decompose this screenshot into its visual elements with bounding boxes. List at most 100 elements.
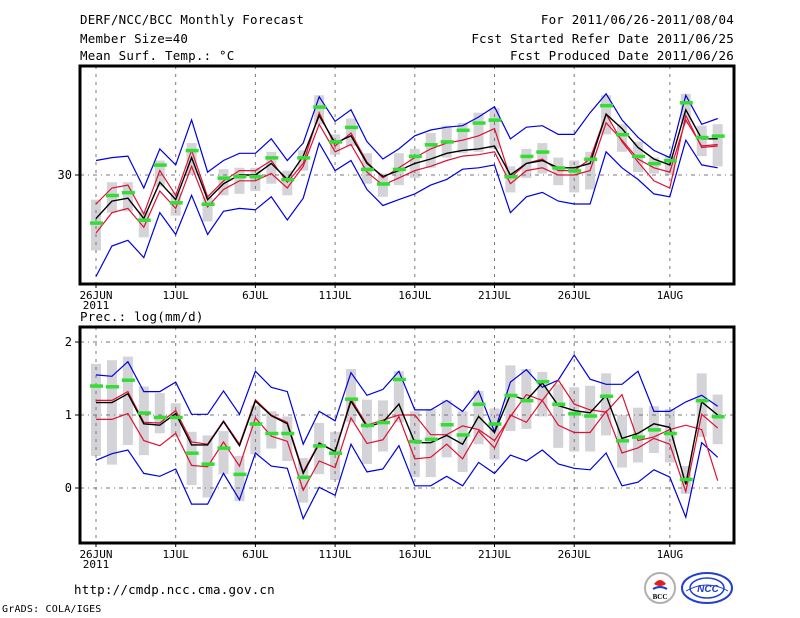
observed-marker (233, 472, 247, 477)
series-max-line (95, 92, 718, 190)
observed-marker (408, 154, 422, 159)
observed-marker (711, 134, 725, 138)
ncc-logo-text: NCC (697, 584, 719, 595)
ensemble-range-box (186, 431, 197, 486)
x-tick-label: 16JUL (398, 289, 431, 302)
observed-marker (185, 451, 199, 455)
observed-marker (631, 435, 645, 439)
observed-marker (345, 125, 359, 130)
observed-marker (472, 121, 486, 125)
x-tick-label: 1AUG (657, 548, 684, 561)
temperature-panel: 30 26JUN 1JUL 6JUL 11JUL 16JUL 21JUL 26JUL 1AUG 2… (58, 64, 736, 312)
observed-marker (647, 161, 661, 166)
observed-marker (329, 451, 343, 455)
observed-marker (360, 167, 374, 172)
observed-marker (440, 140, 454, 144)
observed-marker (679, 477, 693, 482)
ensemble-range-box (696, 125, 707, 157)
observed-marker (360, 423, 374, 428)
ensemble-range-box (154, 393, 165, 434)
ensemble-range-box (393, 371, 404, 423)
observed-marker (121, 378, 135, 382)
source-url[interactable]: http://cmdp.ncc.cma.gov.cn (74, 582, 275, 597)
x-tick-label: 26JUN (79, 548, 112, 561)
ensemble-range-box (664, 409, 675, 463)
x-tick-label: 11JUL (319, 548, 352, 561)
x-tick-label: 21JUL (478, 548, 511, 561)
ensemble-range-box (314, 423, 325, 475)
observed-marker (265, 156, 279, 160)
ensemble-range-box (473, 112, 484, 152)
observed-marker (281, 177, 295, 182)
observed-marker (297, 475, 311, 480)
observed-marker (185, 148, 199, 153)
y-tick-label: 0 (65, 481, 72, 495)
observed-marker (711, 414, 725, 419)
ensemble-range-box (298, 458, 309, 503)
ensemble-range-box (553, 384, 564, 448)
observed-marker (424, 143, 438, 147)
observed-marker (249, 174, 263, 179)
ensemble-range-box (505, 166, 516, 193)
x-tick-label: 26JUL (558, 548, 591, 561)
observed-marker (472, 402, 486, 407)
observed-marker (647, 428, 661, 432)
chart-title: DERF/NCC/BCC Monthly Forecast (80, 12, 305, 27)
x-tick-label: 21JUL (478, 289, 511, 302)
ensemble-range-box (409, 411, 420, 478)
bcc-logo: BCC (644, 572, 676, 604)
ensemble-range-box (106, 360, 117, 465)
observed-marker (616, 132, 630, 137)
member-size-label: Member Size=40 (80, 31, 189, 46)
observed-marker (169, 201, 183, 205)
observed-marker (169, 415, 183, 420)
x-tick-label: 1JUL (162, 548, 189, 561)
observed-marker (424, 437, 438, 442)
observed-marker (456, 128, 470, 133)
observed-marker (313, 444, 327, 448)
observed-marker (456, 433, 470, 437)
series-lower-quartile-line (96, 399, 719, 494)
ncc-logo-icon: NCC (681, 572, 733, 604)
ensemble-range-box (346, 369, 357, 423)
ensemble-range-box (361, 399, 372, 464)
observed-marker (249, 422, 263, 426)
ensemble-range-box (617, 124, 628, 152)
observed-marker (695, 135, 709, 140)
series-lower-quartile-line (95, 118, 718, 234)
ensemble-range-box (154, 160, 165, 187)
observed-marker (105, 385, 119, 389)
grads-credit: GrADS: COLA/IGES (2, 604, 102, 615)
bottom-panel-title: Prec.: log(mm/d) (80, 309, 204, 324)
observed-marker (568, 412, 582, 416)
ensemble-range-box (457, 411, 468, 472)
ensemble-range-box (266, 151, 277, 184)
ensemble-range-box (266, 411, 277, 449)
x-tick-label: 6JUL (242, 289, 269, 302)
ensemble-range-box (457, 122, 468, 154)
observed-marker (265, 431, 279, 436)
observed-marker (520, 154, 534, 159)
y-tick-label: 1 (65, 408, 72, 422)
ensemble-range-box (425, 132, 436, 168)
observed-marker (584, 414, 598, 418)
precipitation-panel: 0 1 2 26JUN 1JUL 6JUL 11JUL 16JUL 21JUL 26JUL 1AUG… (65, 325, 736, 571)
observed-marker (201, 462, 215, 466)
ensemble-range-box (282, 416, 293, 461)
series-min-line (95, 441, 719, 521)
observed-marker (679, 101, 693, 105)
observed-marker (313, 105, 327, 109)
ensemble-range-box (138, 211, 149, 238)
ensemble-range-box (585, 385, 596, 452)
observed-marker (695, 398, 709, 403)
x-tick-label: 11JUL (319, 289, 352, 302)
observed-marker (504, 393, 518, 398)
observed-marker (153, 163, 167, 167)
observed-marker (137, 411, 151, 415)
ensemble-range-box (330, 134, 341, 155)
ensemble-range-box (122, 356, 133, 445)
observed-marker (233, 174, 247, 179)
plot-frame (78, 325, 736, 545)
bcc-logo-text: BCC (653, 593, 668, 601)
